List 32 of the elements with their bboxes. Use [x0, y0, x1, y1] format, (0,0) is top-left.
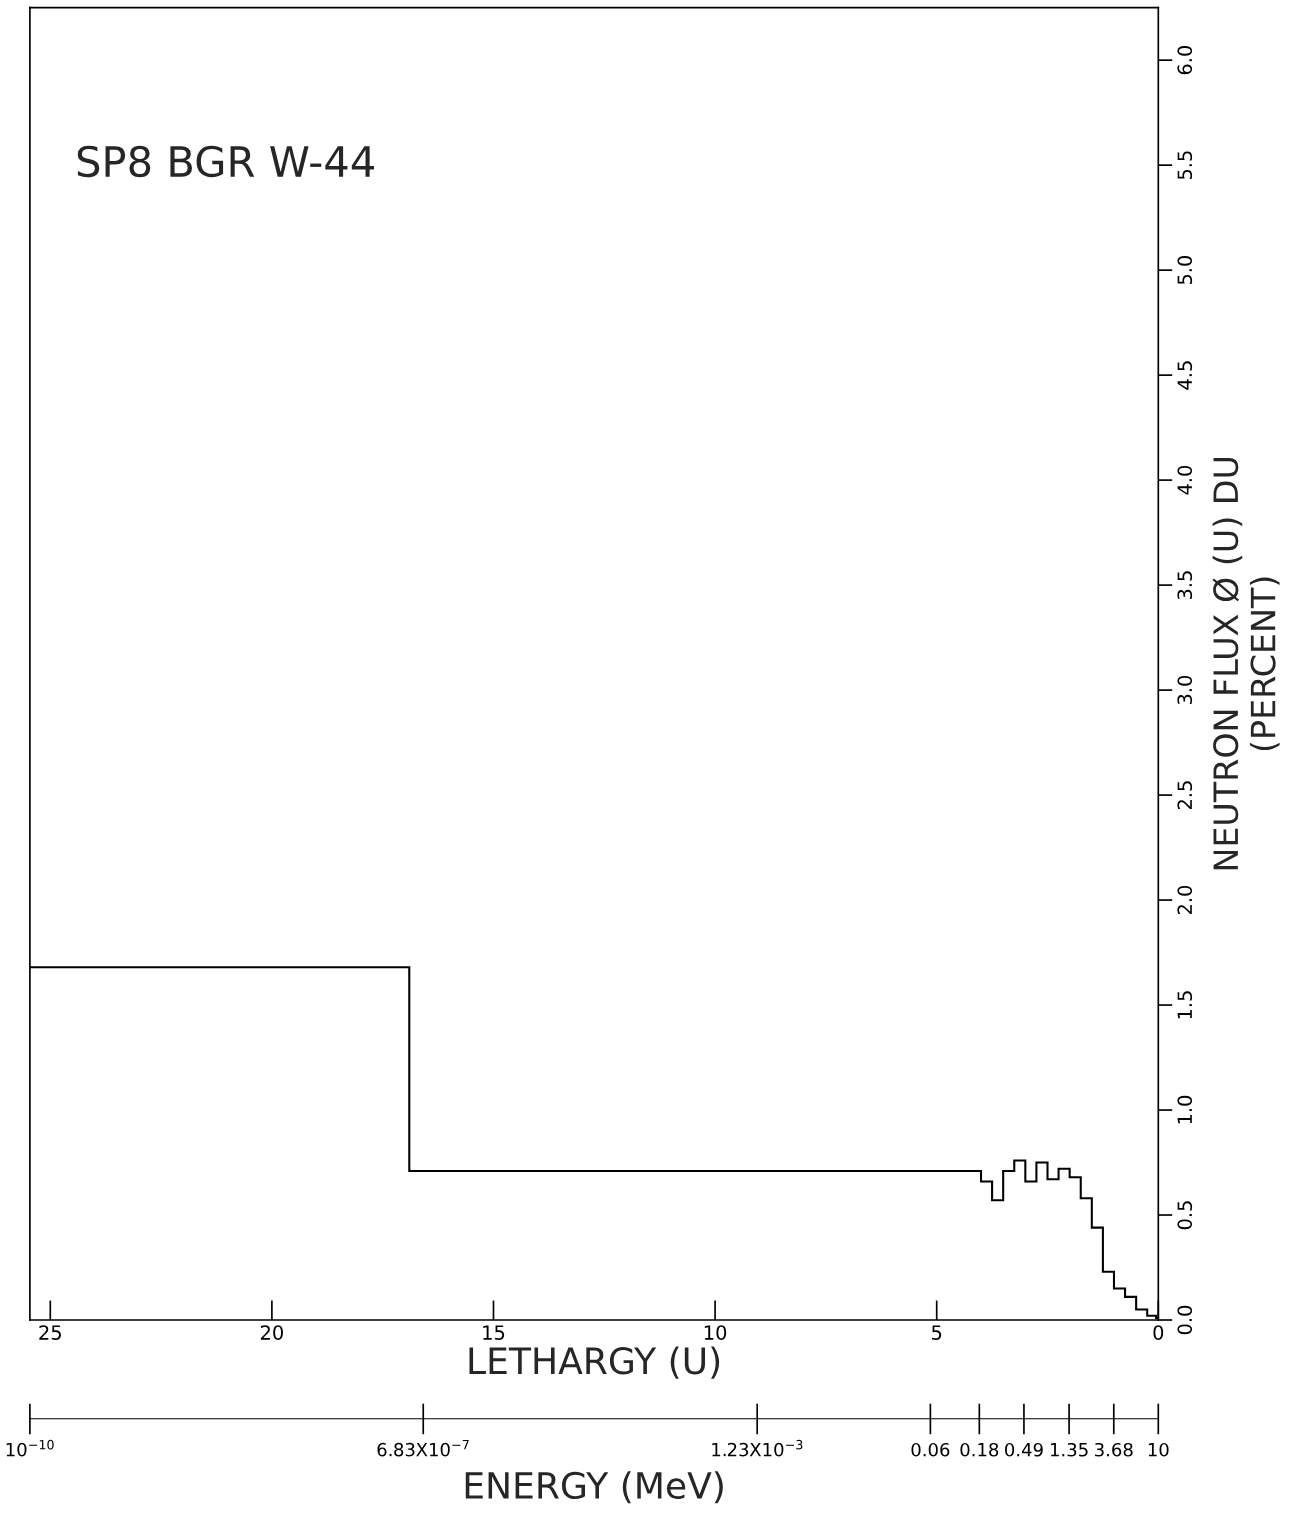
x2-axis-title: ENERGY (MeV): [465, 1471, 723, 1504]
x2-tick-label: 10$^{−10}$: [6, 1439, 54, 1457]
x-tick-label: 0: [1153, 1325, 1164, 1340]
x-tick-label: 20: [260, 1325, 283, 1340]
y-tick-label: 2.0: [1177, 885, 1193, 915]
y-tick-label: 1.0: [1177, 1095, 1193, 1124]
x-tick-label: 10: [704, 1325, 727, 1340]
x2-tick-label: 1.23X10$^{−3}$: [712, 1439, 803, 1457]
x-tick-label: 15: [483, 1325, 505, 1340]
x-tick-label: 5: [932, 1325, 942, 1340]
x2-tick-label: 3.68: [1095, 1442, 1133, 1457]
x2-tick-label: 0.49: [1005, 1442, 1043, 1457]
y-tick-label: 0.0: [1177, 1305, 1193, 1335]
x2-tick-label: 6.83X10$^{−7}$: [377, 1440, 469, 1457]
y-tick-label: 5.5: [1177, 151, 1193, 180]
x2-tick-label: 0.06: [911, 1442, 950, 1457]
y-tick-label: 6.0: [1177, 45, 1193, 75]
y-tick-label: 2.5: [1177, 781, 1193, 810]
y-tick-label: 1.5: [1177, 991, 1193, 1019]
x2-tick-label: 10: [1148, 1442, 1169, 1457]
x2-tick-label: 0.18: [960, 1442, 999, 1457]
y-tick-label: 4.0: [1177, 465, 1193, 495]
y-tick-label: 3.5: [1177, 571, 1193, 600]
x-tick-label: 25: [39, 1325, 61, 1340]
y-tick-label: 3.0: [1177, 675, 1193, 705]
y-tick-label: 4.5: [1177, 361, 1193, 390]
annotation: SP8 BGR W-44: [77, 145, 374, 178]
y-axis-title: NEUTRON FLUX Ø (U) DU (PERCENT): [1212, 457, 1280, 870]
x-axis-title: LETHARGY (U): [469, 1346, 720, 1379]
x2-tick-label: 1.35: [1050, 1442, 1088, 1457]
y-tick-label: 5.0: [1177, 255, 1193, 285]
y-tick-label: 0.5: [1177, 1201, 1193, 1230]
